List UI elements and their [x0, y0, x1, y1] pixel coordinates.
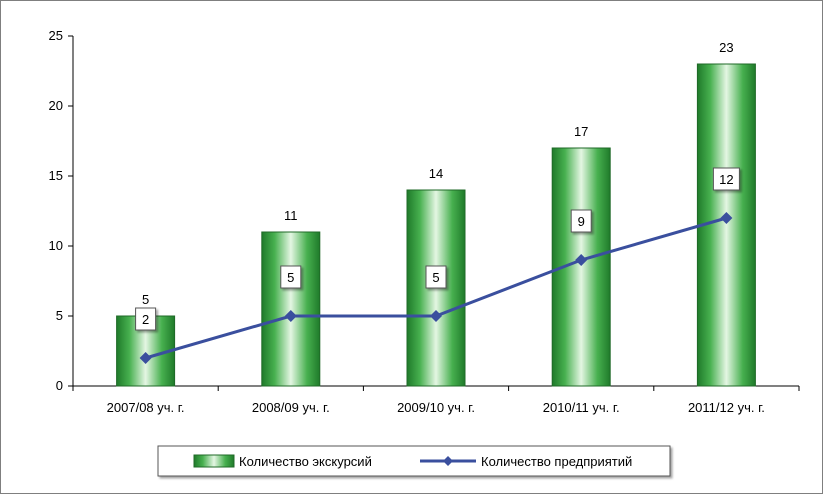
bar-value-label: 23: [719, 40, 733, 55]
x-tick-label: 2009/10 уч. г.: [397, 400, 475, 415]
bar-value-label: 14: [429, 166, 443, 181]
x-tick-label: 2007/08 уч. г.: [107, 400, 185, 415]
line-marker: [284, 310, 297, 322]
bar-value-label: 11: [284, 208, 298, 223]
x-tick-label: 2011/12 уч. г.: [688, 400, 765, 415]
y-tick-label: 15: [49, 168, 63, 183]
line-value-label: 9: [570, 209, 592, 233]
line-marker: [430, 310, 442, 322]
line-value-text: 5: [432, 270, 439, 285]
line-value-box: [280, 265, 302, 289]
line-marker: [575, 254, 588, 266]
line-value-text: 5: [287, 270, 294, 285]
legend: Количество экскурсий Количество предприят…: [157, 445, 671, 477]
y-tick-label: 20: [49, 98, 63, 113]
data-labels: 5 11 14 17 23 2 5 5 9 12: [135, 40, 740, 331]
bar-value-label: 5: [142, 292, 149, 307]
y-tick-label: 0: [56, 378, 63, 393]
line-value-box: [135, 307, 157, 331]
line-value-text: 12: [719, 172, 733, 187]
line-series: [139, 212, 733, 364]
legend-box: [157, 445, 671, 477]
line-value-label: 5: [425, 265, 447, 289]
legend-line-marker: [443, 456, 453, 466]
y-tick-label: 25: [49, 28, 63, 43]
x-tick-label: 2008/09 уч. г.: [252, 400, 330, 415]
line-value-box: [712, 167, 740, 191]
line-value-label: 5: [280, 265, 302, 289]
line-value-text: 9: [578, 214, 585, 229]
line-value-box: [425, 265, 447, 289]
bar-value-label: 17: [574, 124, 588, 139]
line-marker: [139, 352, 152, 364]
y-tick-label: 5: [56, 308, 63, 323]
legend-bar-label: Количество экскурсий: [239, 454, 372, 469]
line-marker: [720, 212, 733, 224]
y-tick-label: 10: [49, 238, 63, 253]
line-value-text: 2: [142, 312, 149, 327]
legend-bar-swatch: [193, 454, 235, 468]
bar: [261, 231, 321, 387]
x-tick-label: 2010/11 уч. г.: [543, 400, 620, 415]
legend-line-label: Количество предприятий: [481, 454, 632, 469]
line-value-label: 12: [712, 167, 740, 191]
line-value-box: [570, 209, 592, 233]
line-value-label: 2: [135, 307, 157, 331]
